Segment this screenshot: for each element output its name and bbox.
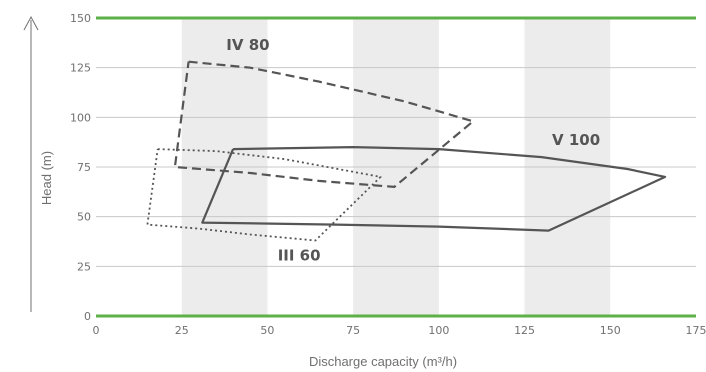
x-tick-label-5: 125 — [514, 324, 535, 337]
x-tick-label-2: 50 — [260, 324, 274, 337]
series-iii-60-outline — [146, 148, 382, 242]
y-tick-label-6: 150 — [70, 12, 91, 25]
x-tick-label-6: 150 — [600, 324, 621, 337]
x-tick-label-7: 175 — [686, 324, 706, 337]
y-tick-label-0: 0 — [84, 310, 91, 323]
series-labels: IV 80 V 100 III 60 — [226, 36, 600, 265]
y-tick-label-5: 125 — [70, 62, 91, 75]
grid-lines — [96, 16, 696, 318]
x-tick-label-3: 75 — [346, 324, 360, 337]
y-axis-title: Head (m) — [39, 151, 54, 205]
x-tick-label-0: 0 — [93, 324, 100, 337]
x-tick-label-1: 25 — [175, 324, 189, 337]
y-tick-label-3: 75 — [77, 161, 91, 174]
y-axis-arrow — [23, 15, 39, 312]
x-axis-title: Discharge capacity (m³/h) — [309, 354, 457, 369]
y-tick-label-1: 25 — [77, 260, 91, 273]
y-tick-label-4: 100 — [70, 111, 91, 124]
series-label-iv-80: IV 80 — [226, 36, 269, 54]
series-label-v-100: V 100 — [552, 131, 600, 149]
x-tick-label-4: 100 — [428, 324, 449, 337]
y-tick-label-2: 50 — [77, 211, 91, 224]
series-v-100-outline — [201, 146, 667, 232]
series-iv-80-outline — [173, 60, 475, 188]
tick-labels: 0 25 50 75 100 125 150 0 25 50 75 100 125 150 175 — [70, 12, 706, 337]
series-group — [146, 60, 667, 242]
series-label-iii-60: III 60 — [278, 246, 321, 264]
